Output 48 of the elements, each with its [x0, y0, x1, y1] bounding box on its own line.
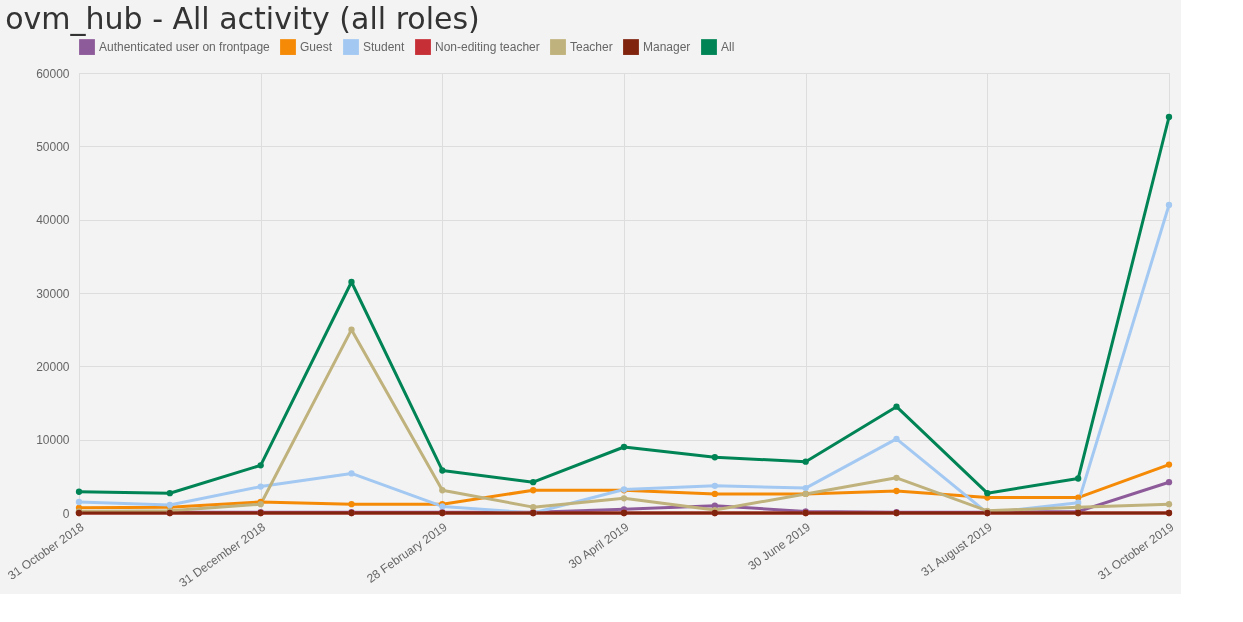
- point: [711, 482, 718, 490]
- point: [1165, 461, 1173, 468]
- point: [530, 503, 537, 511]
- point: [439, 467, 446, 474]
- y-tick-label: 10000: [36, 433, 70, 448]
- point: [75, 498, 83, 506]
- point: [439, 487, 446, 494]
- point: [348, 470, 355, 477]
- point: [620, 495, 628, 502]
- y-tick-label: 0: [62, 506, 70, 521]
- point: [1075, 503, 1082, 511]
- point: [75, 488, 83, 495]
- point: [257, 462, 264, 469]
- y-tick-label: 20000: [36, 359, 70, 374]
- point: [802, 458, 809, 465]
- point: [1165, 113, 1173, 121]
- point: [1165, 479, 1173, 486]
- legend-label: Teacher: [570, 40, 613, 55]
- chart-title: ovm_hub - All activity (all roles): [5, 1, 480, 36]
- point: [620, 443, 628, 451]
- legend-label: Manager: [643, 40, 691, 55]
- y-tick-label: 30000: [36, 286, 70, 301]
- point: [530, 479, 537, 486]
- y-tick-label: 60000: [36, 66, 70, 81]
- point: [893, 474, 900, 481]
- point: [802, 484, 809, 492]
- legend-label: Non-editing teacher: [435, 40, 540, 55]
- point: [257, 483, 264, 490]
- legend-label: Authenticated user on frontpage: [99, 40, 271, 55]
- y-tick-label: 40000: [36, 213, 70, 228]
- point: [1075, 494, 1082, 501]
- point: [348, 501, 355, 508]
- point: [984, 490, 991, 497]
- point: [348, 326, 355, 333]
- point: [1165, 501, 1173, 508]
- point: [893, 403, 900, 410]
- y-tick-label: 50000: [36, 139, 70, 154]
- legend-label: Guest: [300, 40, 333, 55]
- legend-label: All: [721, 40, 735, 55]
- point: [1075, 475, 1082, 482]
- point: [711, 490, 718, 498]
- point: [893, 487, 900, 495]
- point: [893, 435, 900, 443]
- point: [711, 454, 718, 461]
- point: [530, 487, 537, 494]
- point: [166, 490, 173, 497]
- legend-label: Student: [363, 40, 406, 55]
- point: [1165, 201, 1173, 209]
